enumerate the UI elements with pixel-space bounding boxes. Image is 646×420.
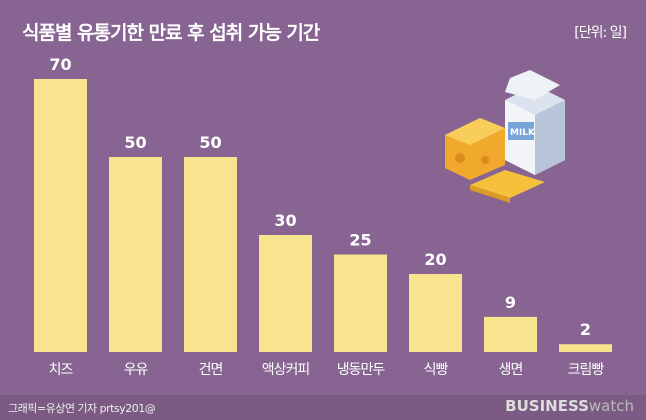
bar-우유 (109, 157, 162, 352)
category-label: 생면 (499, 362, 523, 378)
data-label: 50 (124, 133, 146, 152)
logo-bold: BUSINESS (505, 397, 589, 415)
category-label: 냉동만두 (337, 362, 386, 378)
bar-액상커피 (259, 235, 312, 352)
unit-label: [단위: 일] (574, 25, 627, 41)
bar-건면 (184, 157, 237, 352)
data-label: 2 (580, 320, 591, 339)
logo-light: watch (588, 397, 634, 415)
bar-냉동만두 (334, 254, 387, 352)
data-label: 30 (274, 211, 296, 230)
milk-label: MILK (510, 128, 536, 138)
category-label: 식빵 (424, 362, 449, 378)
chart-title: 식품별 유통기한 만료 후 섭취 가능 기간 (22, 22, 320, 44)
bar-크림빵 (559, 344, 612, 352)
bar-생면 (484, 316, 537, 352)
bar-식빵 (409, 274, 462, 352)
category-label: 크림빵 (568, 362, 605, 378)
category-label: 우유 (124, 362, 149, 378)
milk-cheese-illustration: MILK (445, 70, 565, 203)
category-label: 건면 (199, 362, 223, 378)
logo: BUSINESSwatch (505, 397, 634, 415)
data-label: 50 (199, 133, 221, 152)
credit-text: 그래픽=유상연 기자 prtsy201@ (8, 402, 156, 415)
category-label: 치즈 (49, 362, 74, 378)
data-label: 20 (424, 250, 446, 269)
footer: 그래픽=유상연 기자 prtsy201@ BUSINESSwatch (0, 395, 646, 420)
data-label: 25 (349, 231, 371, 250)
bar-치즈 (34, 79, 87, 352)
bar-chart: MILK 70 치즈 50 우유 50 건면 30 액상커피 25 냉동만두 20 식빵 9 생면 2 크림빵 (34, 55, 612, 378)
data-label: 9 (505, 293, 516, 312)
category-label: 액상커피 (262, 362, 310, 378)
data-label: 70 (49, 55, 71, 74)
